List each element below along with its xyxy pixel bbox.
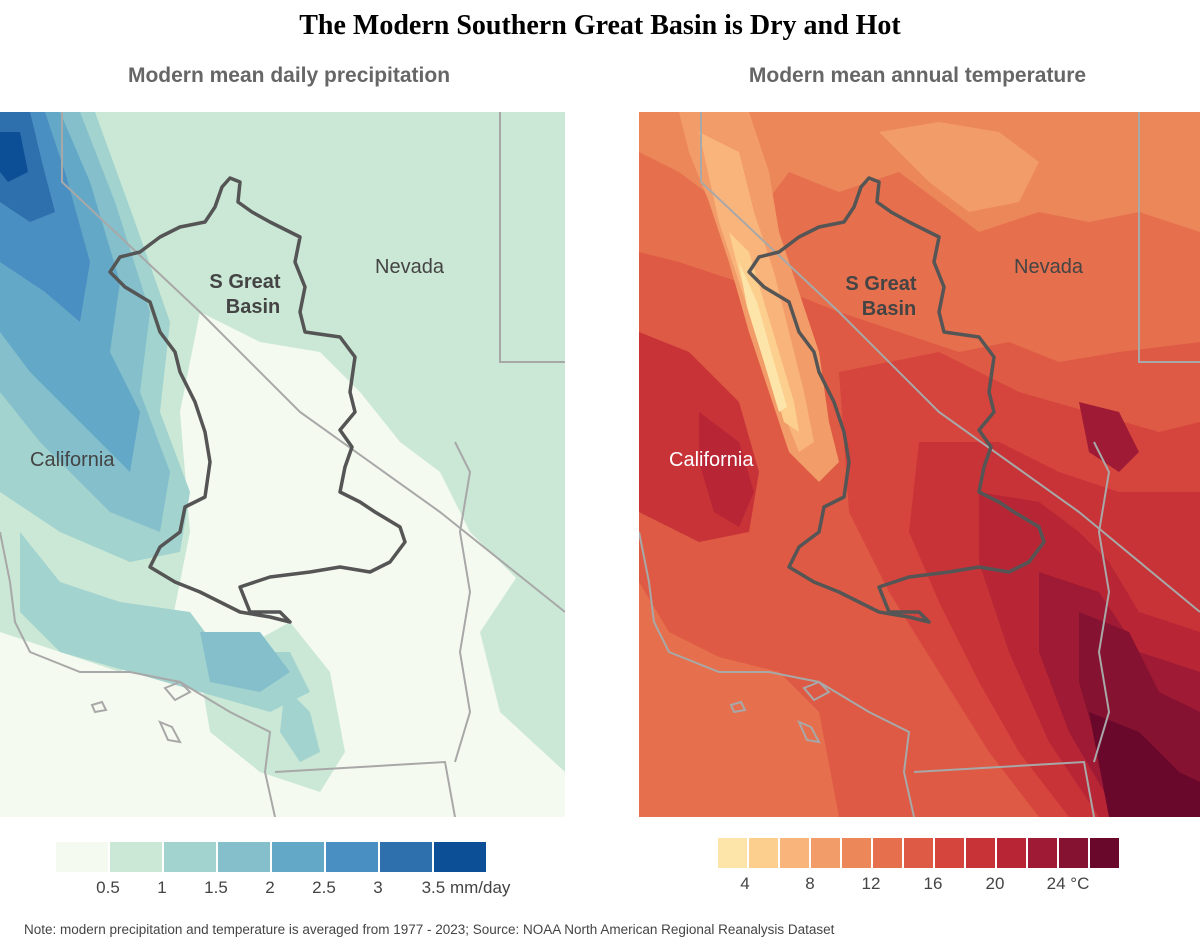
basin-outline bbox=[108, 176, 407, 624]
precip-legend-swatch-3 bbox=[218, 842, 270, 872]
temp-label-basin-2: Basin bbox=[862, 298, 916, 320]
precip-label-basin-2: Basin bbox=[226, 296, 280, 318]
precip-legend-swatch-4 bbox=[272, 842, 324, 872]
precip-tick: 0.5 bbox=[96, 878, 120, 897]
temp-legend-swatch-1 bbox=[749, 838, 778, 868]
temp-legend-swatch-2 bbox=[780, 838, 809, 868]
temp-legend-swatch-12 bbox=[1090, 838, 1119, 868]
precip-panel-title: Modern mean daily precipitation bbox=[127, 64, 451, 87]
temp-panel-title: Modern mean annual temperature bbox=[748, 64, 1087, 87]
temp-label-nevada: Nevada bbox=[1014, 256, 1084, 278]
precip-tick: 2.5 bbox=[312, 878, 336, 897]
basin-outline bbox=[747, 176, 1046, 624]
precip-legend: 0.5 1 1.5 2 2.5 3 3.5 mm/day bbox=[56, 842, 510, 902]
temp-legend-swatch-10 bbox=[1028, 838, 1057, 868]
precip-tick: 1 bbox=[157, 878, 167, 897]
precip-map: California Nevada S Great Basin bbox=[0, 112, 565, 817]
temp-tick: 24 °C bbox=[1046, 874, 1090, 893]
temp-tick: 8 bbox=[805, 874, 815, 893]
temp-label-california: California bbox=[669, 449, 754, 471]
temp-legend: 4 8 12 16 20 24 °C bbox=[718, 838, 1120, 898]
temp-legend-swatch-9 bbox=[997, 838, 1026, 868]
precip-legend-swatch-1 bbox=[110, 842, 162, 872]
temp-legend-swatch-7 bbox=[935, 838, 964, 868]
temp-legend-swatch-0 bbox=[718, 838, 747, 868]
precip-legend-swatch-7 bbox=[434, 842, 486, 872]
temp-legend-swatch-8 bbox=[966, 838, 995, 868]
temp-legend-swatch-4 bbox=[842, 838, 871, 868]
precip-label-california: California bbox=[30, 449, 115, 471]
precip-label-basin-1: S Great bbox=[209, 271, 280, 293]
temp-map: California Nevada S Great Basin bbox=[639, 112, 1200, 817]
precip-legend-swatch-5 bbox=[326, 842, 378, 872]
precip-label-nevada: Nevada bbox=[375, 256, 445, 278]
main-title: The Modern Southern Great Basin is Dry a… bbox=[299, 10, 901, 41]
temp-tick: 12 bbox=[861, 874, 881, 893]
precip-tick: 1.5 bbox=[204, 878, 228, 897]
temp-legend-swatch-5 bbox=[873, 838, 902, 868]
temp-legend-swatch-11 bbox=[1059, 838, 1088, 868]
precip-legend-swatch-2 bbox=[164, 842, 216, 872]
precip-legend-swatch-0 bbox=[56, 842, 108, 872]
temp-label-basin-1: S Great bbox=[845, 273, 916, 295]
temp-tick: 16 bbox=[923, 874, 943, 893]
temp-tick: 20 bbox=[985, 874, 1005, 893]
temp-legend-swatch-3 bbox=[811, 838, 840, 868]
temp-tick: 4 bbox=[740, 874, 750, 893]
precip-legend-swatch-6 bbox=[380, 842, 432, 872]
temp-legend-swatch-6 bbox=[904, 838, 933, 868]
footnote: Note: modern precipitation and temperatu… bbox=[24, 922, 835, 937]
precip-tick: 3 bbox=[373, 878, 383, 897]
precip-tick: 2 bbox=[265, 878, 275, 897]
precip-tick: 3.5 mm/day bbox=[421, 878, 511, 897]
